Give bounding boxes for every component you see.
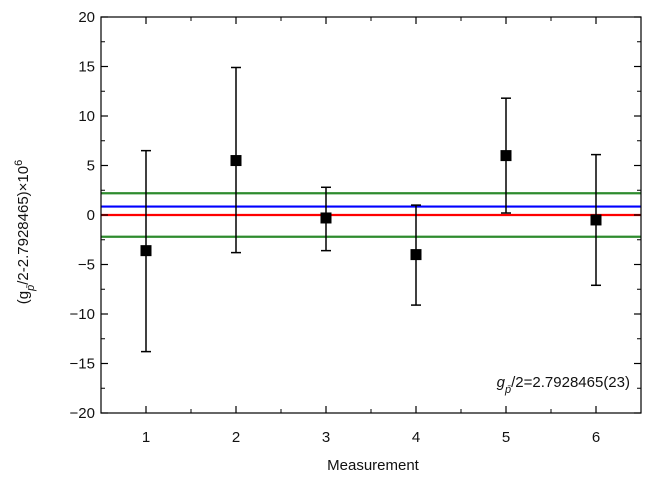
data-point-1 xyxy=(140,245,152,257)
y-tick-label--15: −15 xyxy=(70,356,95,373)
y-label-superscript: 6 xyxy=(13,160,25,166)
y-label-subscript: p̄ xyxy=(25,285,37,292)
annotation-value: /2=2.7928465(23) xyxy=(511,374,630,391)
y-tick-label--20: −20 xyxy=(70,405,95,422)
y-tick-label-5: 5 xyxy=(87,158,95,175)
x-tick-label-1: 1 xyxy=(142,429,150,446)
reference-lines xyxy=(101,192,641,238)
annotation-g: g xyxy=(497,374,506,391)
x-tick-label-5: 5 xyxy=(502,429,510,446)
data-point-2 xyxy=(230,155,242,167)
y-tick-label--10: −10 xyxy=(70,306,95,323)
y-tick-label-20: 20 xyxy=(78,9,95,26)
x-tick-label-6: 6 xyxy=(592,429,600,446)
x-axis-label: Measurement xyxy=(327,457,420,474)
y-tick-label--5: −5 xyxy=(78,257,95,274)
y-tick-label-0: 0 xyxy=(87,207,95,224)
y-label-part-1: (g xyxy=(15,291,32,304)
x-tick-label-3: 3 xyxy=(322,429,330,446)
y-tick-label-15: 15 xyxy=(78,59,95,76)
x-tick-label-4: 4 xyxy=(412,429,420,446)
data-point-3 xyxy=(320,212,332,224)
y-label-part-2: /2-2.7928465)×10 xyxy=(15,166,32,285)
data-point-5 xyxy=(500,150,512,162)
error-bars xyxy=(141,66,601,353)
annotation-subscript: p̄ xyxy=(504,384,511,396)
data-point-6 xyxy=(590,214,602,226)
y-axis-label: (gp̄/2-2.7928465)×106 xyxy=(13,160,37,304)
result-annotation: gp̄/2=2.7928465(23) xyxy=(497,374,630,396)
axes: −20 −15 −10 −5 0 5 10 15 20 1 2 3 4 5 6 xyxy=(70,9,642,446)
data-point-4 xyxy=(410,249,422,261)
y-tick-label-10: 10 xyxy=(78,108,95,125)
data-points xyxy=(140,150,602,261)
x-tick-label-2: 2 xyxy=(232,429,240,446)
